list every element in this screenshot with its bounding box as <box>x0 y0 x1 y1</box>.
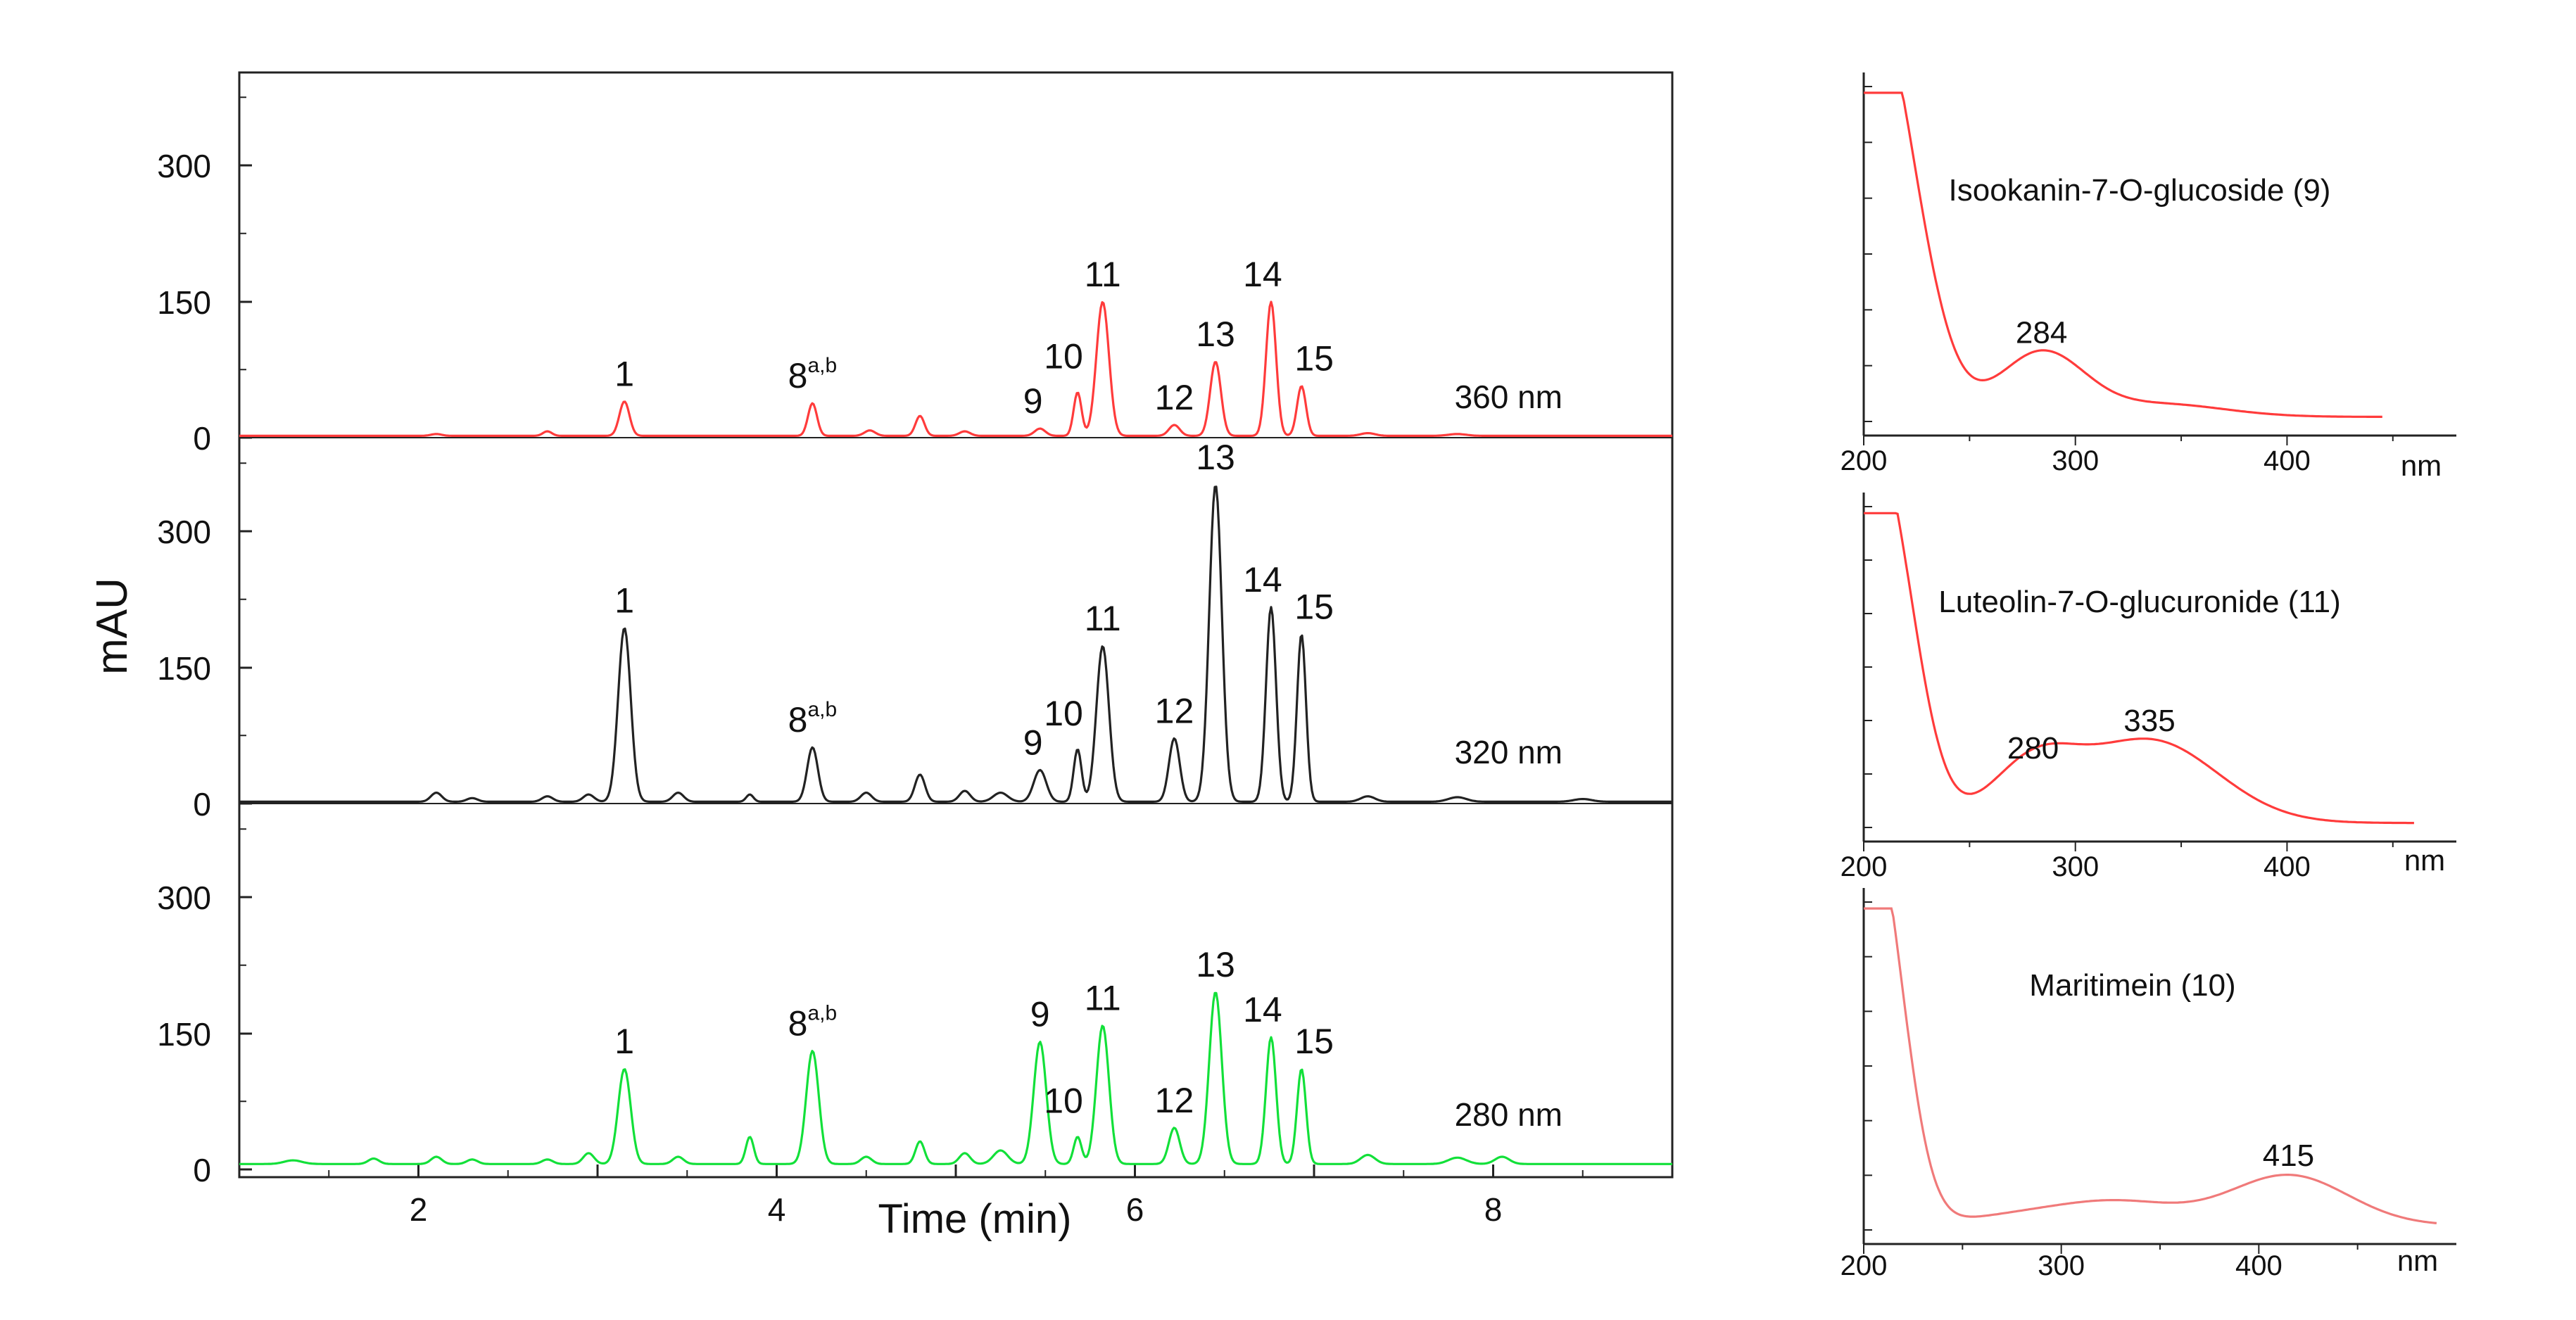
y-tick-label: 150 <box>157 1016 211 1053</box>
spectrum-x-tick-label: 300 <box>2052 851 2099 882</box>
peak-label: 13 <box>1196 438 1235 477</box>
x-tick-label: 4 <box>768 1191 786 1228</box>
y-tick-label: 0 <box>193 420 211 457</box>
spectrum-curve <box>1864 91 2382 418</box>
peak-label: 14 <box>1243 560 1282 599</box>
peak-label: 15 <box>1294 587 1334 626</box>
uv-spectrum-luteolin: 200 300 400 nm Luteolin-7-O-glucuronide (11)… <box>1841 493 2456 882</box>
peak-label: 15 <box>1294 339 1334 379</box>
spectrum-title: Maritimein (10) <box>2029 968 2235 1003</box>
peak-label: 13 <box>1196 315 1235 354</box>
peak-label: 9 <box>1023 381 1043 421</box>
peak-label: 1 <box>614 355 634 394</box>
peak-label: 13 <box>1196 945 1235 984</box>
x-tick-label: 6 <box>1126 1191 1144 1228</box>
spectrum-curve <box>1864 512 2414 825</box>
peak-label: 8a,b <box>788 1001 838 1043</box>
trace-320-nm <box>239 486 1672 803</box>
peak-label: 10 <box>1044 337 1083 376</box>
trace-name-360: 360 nm <box>1455 379 1562 415</box>
x-tick-label: 8 <box>1484 1191 1503 1228</box>
peak-label: 9 <box>1030 995 1050 1034</box>
peak-label: 12 <box>1155 378 1194 417</box>
chromatogram-traces <box>239 300 1672 1165</box>
peak-label: 1 <box>614 1022 634 1061</box>
spectrum-x-tick-label: 400 <box>2235 1250 2283 1281</box>
peak-label: 10 <box>1044 694 1083 733</box>
spectrum-x-label: nm <box>2404 844 2445 877</box>
x-tick-label: 2 <box>410 1191 428 1228</box>
y-axis-label: mAU <box>88 578 137 675</box>
peak-label: 8a,b <box>788 698 838 740</box>
spectrum-x-tick-label: 300 <box>2038 1250 2085 1281</box>
peak-label: 12 <box>1155 1081 1194 1120</box>
uv-spectrum-maritimein: 200 300 400 nm Maritimein (10) 415 <box>1841 888 2456 1281</box>
spectrum-x-tick-label: 200 <box>1841 851 1888 882</box>
spectrum-curve <box>1864 907 2437 1224</box>
spectrum-x-tick-label: 400 <box>2264 445 2311 476</box>
y-tick-label: 150 <box>157 284 211 321</box>
peak-label: 11 <box>1085 255 1121 294</box>
peak-label: 1 <box>614 580 634 620</box>
chromatogram-axes: 2 4 6 8 0 150 300 0 150 300 0 150 300 <box>157 96 1584 1228</box>
x-axis-label: Time (min) <box>878 1196 1072 1242</box>
uv-spectrum-isookanin: 200 300 400 nm Isookanin-7-O-glucoside (9) 28… <box>1841 72 2456 482</box>
trace-name-320: 320 nm <box>1455 734 1562 770</box>
spectrum-peak-label: 280 <box>2007 731 2059 766</box>
spectrum-title: Luteolin-7-O-glucuronide (11) <box>1938 585 2340 619</box>
spectrum-peak-label: 335 <box>2123 704 2175 738</box>
peak-label: 8a,b <box>788 354 838 395</box>
y-tick-label: 300 <box>157 514 211 550</box>
peak-label: 9 <box>1023 723 1043 762</box>
peak-label: 14 <box>1243 255 1282 294</box>
spectrum-x-label: nm <box>2401 449 2442 482</box>
peak-label: 12 <box>1155 691 1194 730</box>
y-tick-label: 150 <box>157 650 211 687</box>
trace-360-nm <box>239 300 1672 437</box>
spectrum-x-label: nm <box>2397 1244 2438 1277</box>
y-tick-label: 0 <box>193 1152 211 1188</box>
spectrum-title: Isookanin-7-O-glucoside (9) <box>1949 173 2331 208</box>
peak-label: 11 <box>1085 978 1121 1017</box>
spectrum-x-tick-label: 200 <box>1841 445 1888 476</box>
y-tick-label: 300 <box>157 880 211 916</box>
y-tick-label: 0 <box>193 786 211 823</box>
spectrum-peak-label: 415 <box>2263 1138 2314 1173</box>
chromatogram-frame <box>238 71 1674 1179</box>
spectrum-peak-label: 284 <box>2016 316 2067 350</box>
spectrum-x-tick-label: 300 <box>2052 445 2099 476</box>
peak-label: 10 <box>1044 1081 1083 1121</box>
peak-label: 14 <box>1243 990 1282 1029</box>
peak-label: 11 <box>1085 599 1121 638</box>
peak-label: 15 <box>1294 1022 1334 1061</box>
spectrum-x-tick-label: 400 <box>2264 851 2311 882</box>
y-tick-label: 300 <box>157 148 211 184</box>
trace-name-280: 280 nm <box>1455 1096 1562 1133</box>
spectrum-x-tick-label: 200 <box>1841 1250 1888 1281</box>
trace-280-nm <box>239 991 1672 1165</box>
